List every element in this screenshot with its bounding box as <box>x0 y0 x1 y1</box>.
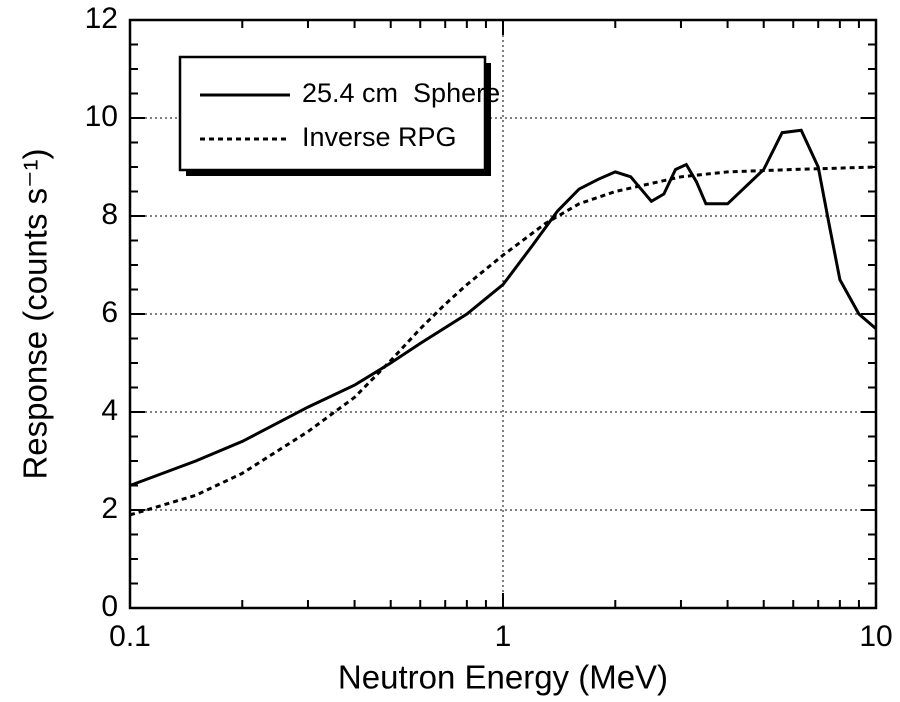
y-tick-label: 0 <box>101 590 118 623</box>
plot-frame <box>128 18 878 610</box>
y-tick-label: 10 <box>85 100 118 133</box>
x-axis-label: Neutron Energy (MeV) <box>338 659 668 696</box>
y-tick-label: 6 <box>101 296 118 329</box>
y-tick-label: 12 <box>85 2 118 35</box>
line-series <box>129 128 877 487</box>
legend-label: Inverse RPG <box>302 122 457 152</box>
y-axis-label: Response (counts s⁻¹) <box>17 148 54 479</box>
legend-box <box>178 55 487 172</box>
line-series <box>129 165 877 517</box>
x-tick-label: 10 <box>859 620 892 653</box>
y-tick-label: 2 <box>101 492 118 525</box>
y-tick-label: 8 <box>101 198 118 231</box>
x-tick-label: 1 <box>495 620 512 653</box>
y-tick-label: 4 <box>101 394 118 427</box>
legend-label: 25.4 cm Sphere <box>302 78 500 108</box>
x-tick-label: 0.1 <box>109 620 151 653</box>
